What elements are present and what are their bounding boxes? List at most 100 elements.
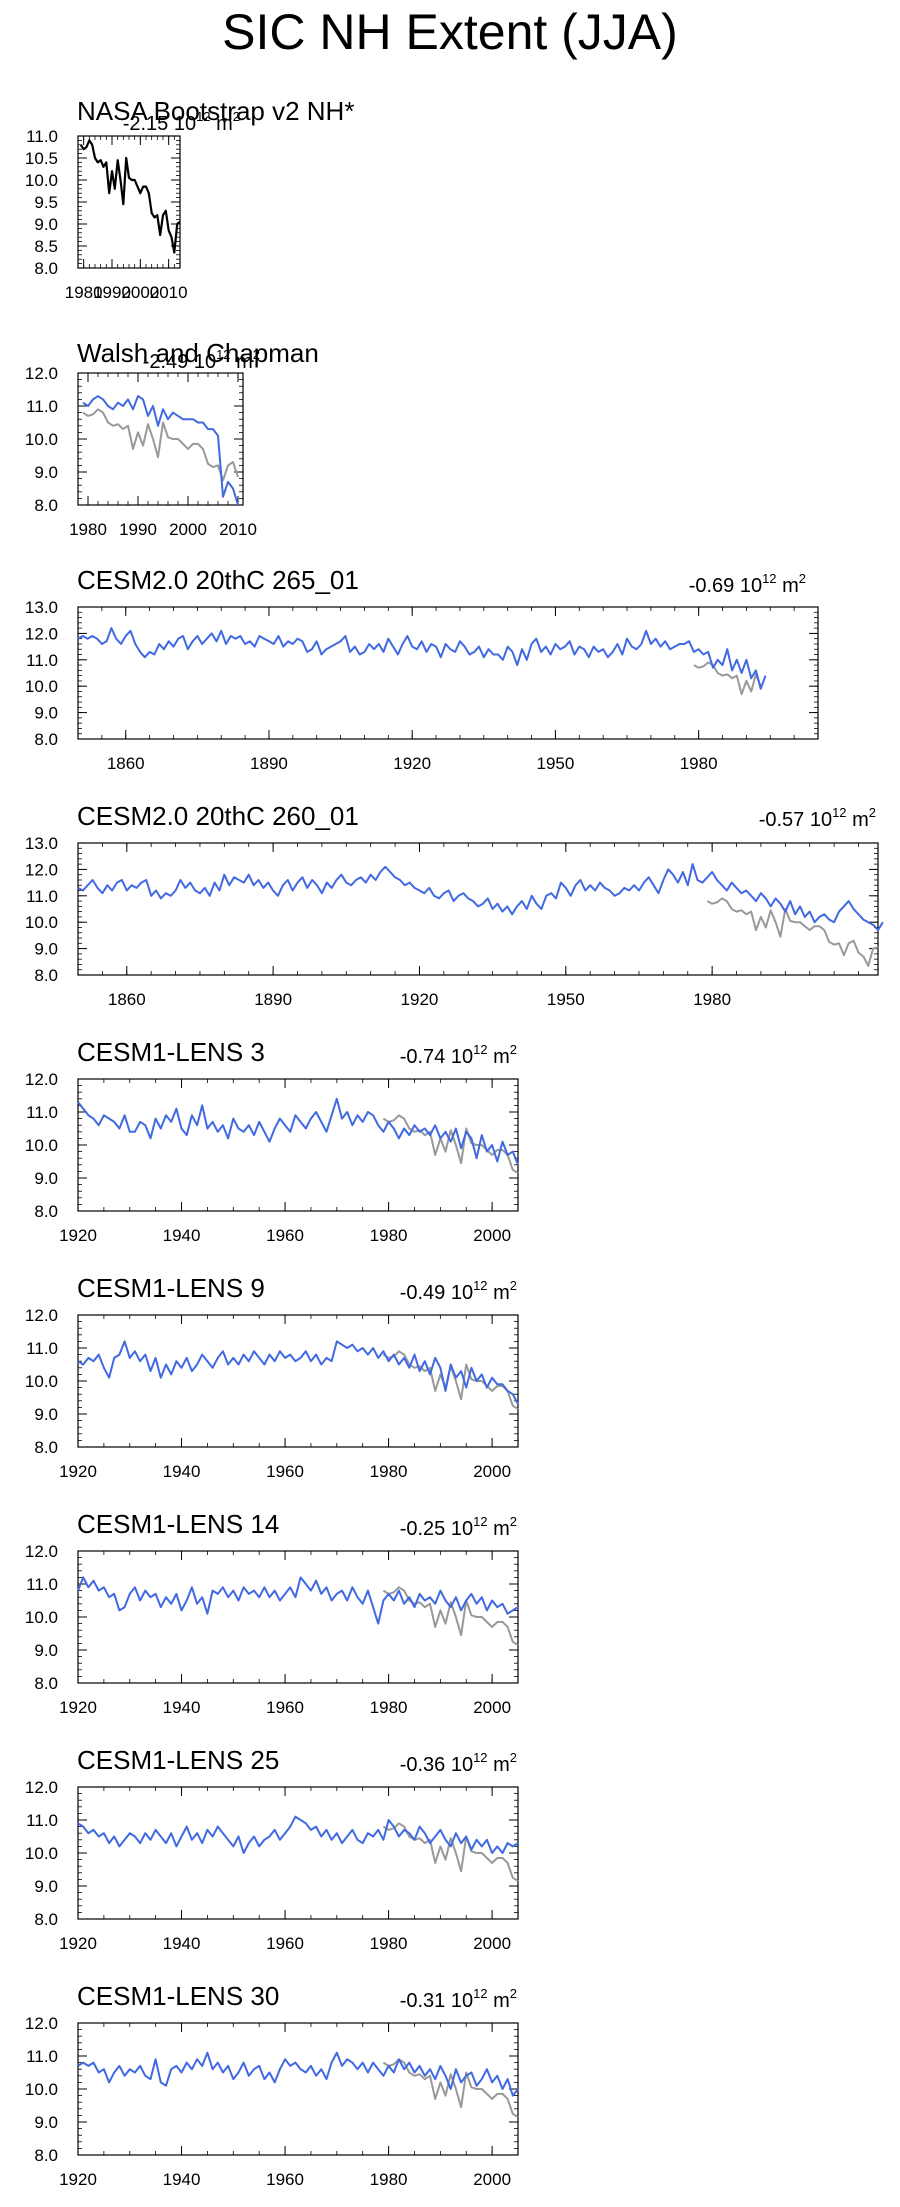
- y-tick-label: 12.0: [25, 860, 58, 879]
- x-tick-label: 1960: [266, 1698, 304, 1717]
- x-tick-label: 1980: [370, 1698, 408, 1717]
- y-tick-label: 12.0: [25, 624, 58, 643]
- x-tick-label: 1920: [59, 2170, 97, 2189]
- y-tick-label: 8.0: [34, 1910, 58, 1929]
- x-tick-label: 1860: [107, 754, 145, 773]
- x-minor-ticks: [77, 1315, 519, 1447]
- observation-series-line: [693, 661, 762, 696]
- chart-panel-3: 1860 1890 1920 1950 1980 8.0 9.0 10.0 11.0 12.0 13…: [25, 565, 819, 773]
- y-tick-label: 8.0: [34, 966, 58, 985]
- y-tick-label: 10.0: [25, 1844, 58, 1863]
- y-tick-label: 8.5: [34, 237, 58, 256]
- panel-title: CESM1-LENS 25: [77, 1745, 279, 1775]
- chart-panel-5: 1920 1940 1960 1980 2000 8.0 9.0 10.0 11.0 12.0 CE…: [25, 1037, 519, 1245]
- chart-panel-6: 1920 1940 1960 1980 2000 8.0 9.0 10.0 11.0 12.0 CE…: [25, 1273, 519, 1481]
- chart-panel-4: 1860 1890 1920 1950 1980 8.0 9.0 10.0 11.0 12.0 13…: [25, 801, 884, 1009]
- model-series-line: [77, 2051, 519, 2097]
- trend-label: -0.74 1012 m2: [400, 1042, 517, 1068]
- plot-frame: [77, 1786, 519, 1920]
- y-minor-ticks: [78, 1078, 518, 1212]
- x-tick-label: 1920: [59, 1934, 97, 1953]
- plot-frame: [77, 842, 879, 976]
- y-tick-label: 12.0: [25, 364, 58, 383]
- x-minor-ticks: [77, 1551, 519, 1683]
- plot-frame: [77, 606, 819, 740]
- y-minor-ticks: [78, 2022, 518, 2156]
- y-tick-label: 12.0: [25, 1778, 58, 1797]
- y-tick-label: 9.0: [34, 704, 58, 723]
- model-series-line: [82, 395, 239, 506]
- plot-frame: [77, 2022, 519, 2156]
- x-tick-label: 1920: [59, 1462, 97, 1481]
- y-minor-ticks: [78, 842, 878, 976]
- trend-label: -0.25 1012 m2: [400, 1514, 517, 1540]
- y-minor-ticks: [78, 1550, 518, 1684]
- x-tick-label: 2000: [169, 520, 207, 539]
- x-tick-label: 1990: [119, 520, 157, 539]
- chart-panel-8: 1920 1940 1960 1980 2000 8.0 9.0 10.0 11.0 12.0 CE…: [25, 1745, 519, 1953]
- chart-panel-7: 1920 1940 1960 1980 2000 8.0 9.0 10.0 11.0 12.0 CE…: [25, 1509, 519, 1717]
- y-tick-label: 11.0: [26, 1575, 58, 1594]
- y-tick-label: 9.0: [34, 215, 58, 234]
- y-tick-label: 10.0: [25, 1608, 58, 1627]
- y-tick-label: 10.0: [25, 171, 58, 190]
- y-tick-label: 8.0: [34, 259, 58, 278]
- page-title: SIC NH Extent (JJA): [222, 4, 678, 60]
- y-tick-label: 11.0: [26, 1103, 58, 1122]
- model-series-line: [77, 1340, 519, 1405]
- x-tick-label: 2000: [473, 2170, 511, 2189]
- plot-frame: [77, 135, 181, 269]
- y-tick-label: 9.0: [34, 463, 58, 482]
- y-tick-label: 11.0: [26, 1811, 58, 1830]
- panel-title: CESM1-LENS 30: [77, 1981, 279, 2011]
- model-series-line: [77, 627, 767, 690]
- y-tick-label: 10.0: [25, 1136, 58, 1155]
- x-tick-label: 1940: [163, 1934, 201, 1953]
- x-tick-label: 2010: [150, 283, 188, 302]
- y-tick-label: 11.0: [26, 651, 58, 670]
- y-tick-label: 8.0: [34, 496, 58, 515]
- model-series-line: [77, 1576, 519, 1625]
- y-tick-label: 9.5: [34, 193, 58, 212]
- y-tick-label: 9.0: [34, 1405, 58, 1424]
- chart-panel-9: 1920 1940 1960 1980 2000 8.0 9.0 10.0 11.0 12.0 CE…: [25, 1981, 519, 2189]
- x-tick-label: 1860: [108, 990, 146, 1009]
- panel-title: Walsh and Chapman: [77, 338, 319, 368]
- trend-label: -0.36 1012 m2: [400, 1750, 517, 1776]
- x-tick-label: 1920: [393, 754, 431, 773]
- x-minor-ticks: [77, 843, 859, 975]
- y-tick-label: 9.0: [34, 1641, 58, 1660]
- x-tick-label: 2000: [473, 1462, 511, 1481]
- panel-title: CESM2.0 20thC 260_01: [77, 801, 359, 831]
- observation-series-line: [382, 1586, 519, 1646]
- x-tick-label: 1940: [163, 2170, 201, 2189]
- x-tick-label: 1960: [266, 1462, 304, 1481]
- x-tick-label: 2000: [121, 283, 159, 302]
- x-tick-label: 1920: [401, 990, 439, 1009]
- x-tick-label: 1920: [59, 1226, 97, 1245]
- x-tick-label: 1940: [163, 1226, 201, 1245]
- y-tick-label: 11.0: [26, 2047, 58, 2066]
- y-tick-label: 12.0: [25, 1542, 58, 1561]
- x-minor-ticks: [77, 2023, 519, 2155]
- y-tick-label: 11.0: [26, 1339, 58, 1358]
- trend-label: -2.15 1012 m2: [123, 109, 240, 135]
- x-tick-label: 1920: [59, 1698, 97, 1717]
- y-tick-label: 9.0: [34, 1877, 58, 1896]
- y-tick-label: 9.0: [34, 1169, 58, 1188]
- trend-label: -0.49 1012 m2: [400, 1278, 517, 1304]
- observation-series-line: [706, 897, 879, 967]
- x-tick-label: 1940: [163, 1462, 201, 1481]
- x-tick-label: 1960: [266, 2170, 304, 2189]
- observation-series-line: [382, 1114, 519, 1174]
- y-tick-label: 8.0: [34, 1438, 58, 1457]
- x-tick-label: 1950: [547, 990, 585, 1009]
- x-tick-label: 1980: [69, 520, 107, 539]
- model-series-line: [77, 1815, 519, 1854]
- y-tick-label: 9.0: [34, 940, 58, 959]
- y-tick-label: 9.0: [34, 2113, 58, 2132]
- y-tick-label: 8.0: [34, 2146, 58, 2165]
- x-tick-label: 2000: [473, 1698, 511, 1717]
- panel-title: CESM2.0 20thC 265_01: [77, 565, 359, 595]
- x-tick-label: 1960: [266, 1934, 304, 1953]
